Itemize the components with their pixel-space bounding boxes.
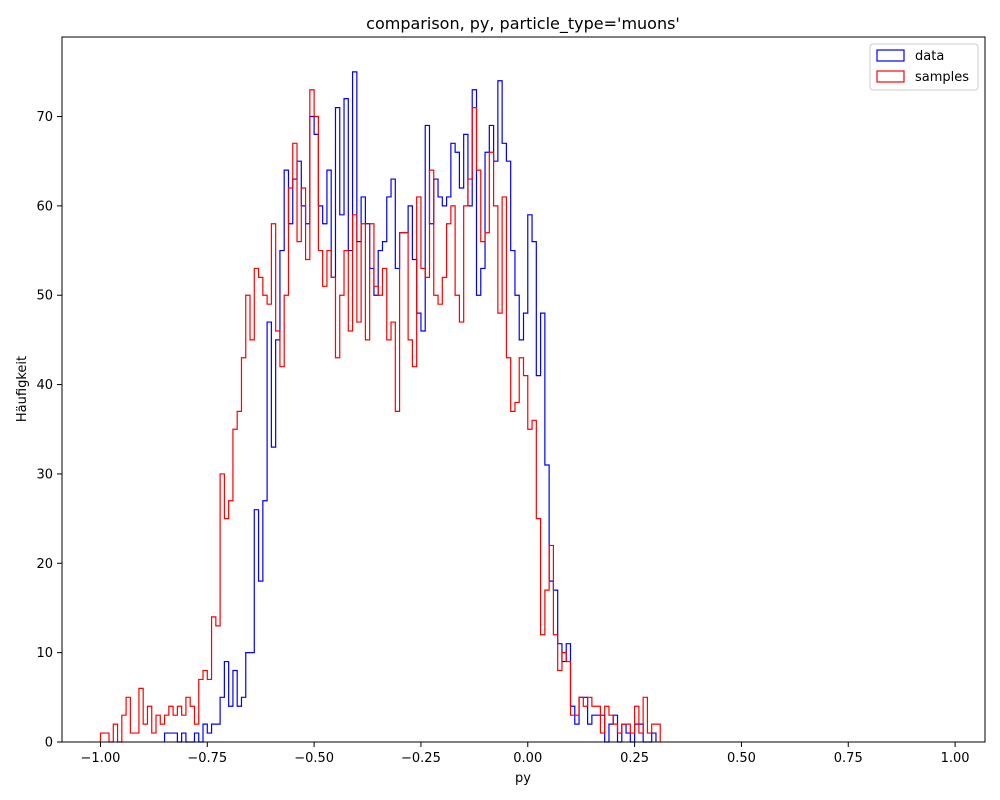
chart-title: comparison, py, particle_type='muons' [366,14,680,34]
legend: data samples [869,43,979,91]
plot-area [99,71,661,743]
x-tick-label: −0.50 [294,751,334,766]
x-tick-label: −0.75 [187,751,227,766]
axes-frame [61,36,986,743]
legend-swatch-samples [876,70,905,83]
y-tick-label: 60 [36,199,53,214]
y-tick-label: 40 [36,378,53,393]
x-tick-label: −0.25 [401,751,441,766]
legend-box [869,43,979,91]
y-tick-label: 30 [36,467,53,482]
y-tick-label: 50 [36,289,53,304]
y-tick-label: 20 [36,557,53,572]
legend-label-data: data [915,49,944,64]
legend-swatch-data [876,49,905,62]
y-tick-label: 0 [45,736,53,751]
x-tick-label: 0.00 [513,751,542,766]
x-axis-ticks: −1.00 −0.75 −0.50 −0.25 0.00 0.25 0.50 0.75 1.00 [81,742,970,766]
y-tick-label: 10 [36,646,53,661]
series-step-samples [99,89,661,743]
series-step-data [163,71,657,743]
y-tick-label: 70 [36,110,53,125]
x-tick-label: 0.75 [834,751,863,766]
x-tick-label: 0.25 [620,751,649,766]
x-tick-label: 1.00 [941,751,970,766]
x-axis-label: py [515,771,531,786]
x-tick-label: 0.50 [727,751,756,766]
y-axis-label: Häufigkeit [15,356,30,422]
legend-label-samples: samples [915,70,969,85]
y-axis-ticks: 0 10 20 30 40 50 60 70 [36,110,62,751]
x-tick-label: −1.00 [81,751,121,766]
